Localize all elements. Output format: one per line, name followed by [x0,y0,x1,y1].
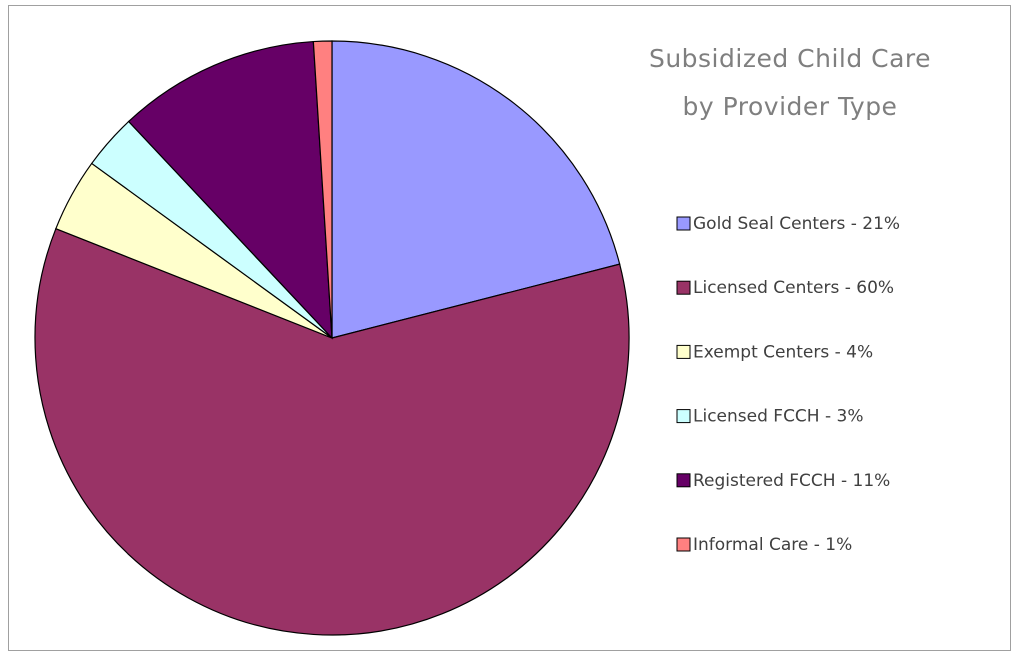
legend-label: Licensed Centers - 60% [693,278,894,298]
pie-slice [312,40,333,339]
chart-title: by Provider Type [683,92,898,121]
legend-label: Informal Care - 1% [693,535,852,555]
chart-title: Subsidized Child Care [649,44,931,73]
legend-swatch [676,216,691,231]
legend-swatch [676,473,691,488]
legend-swatch [676,344,691,359]
legend-swatch [676,280,691,295]
legend-label: Gold Seal Centers - 21% [693,214,900,234]
pie-slice [127,40,333,340]
legend-swatch [676,409,691,424]
pie-slice [34,227,630,636]
legend-label: Licensed FCCH - 3% [693,407,864,427]
legend-label: Exempt Centers - 4% [693,342,873,362]
pie-slice [331,40,621,339]
legend-label: Registered FCCH - 11% [693,471,890,491]
legend-swatch [676,537,691,552]
